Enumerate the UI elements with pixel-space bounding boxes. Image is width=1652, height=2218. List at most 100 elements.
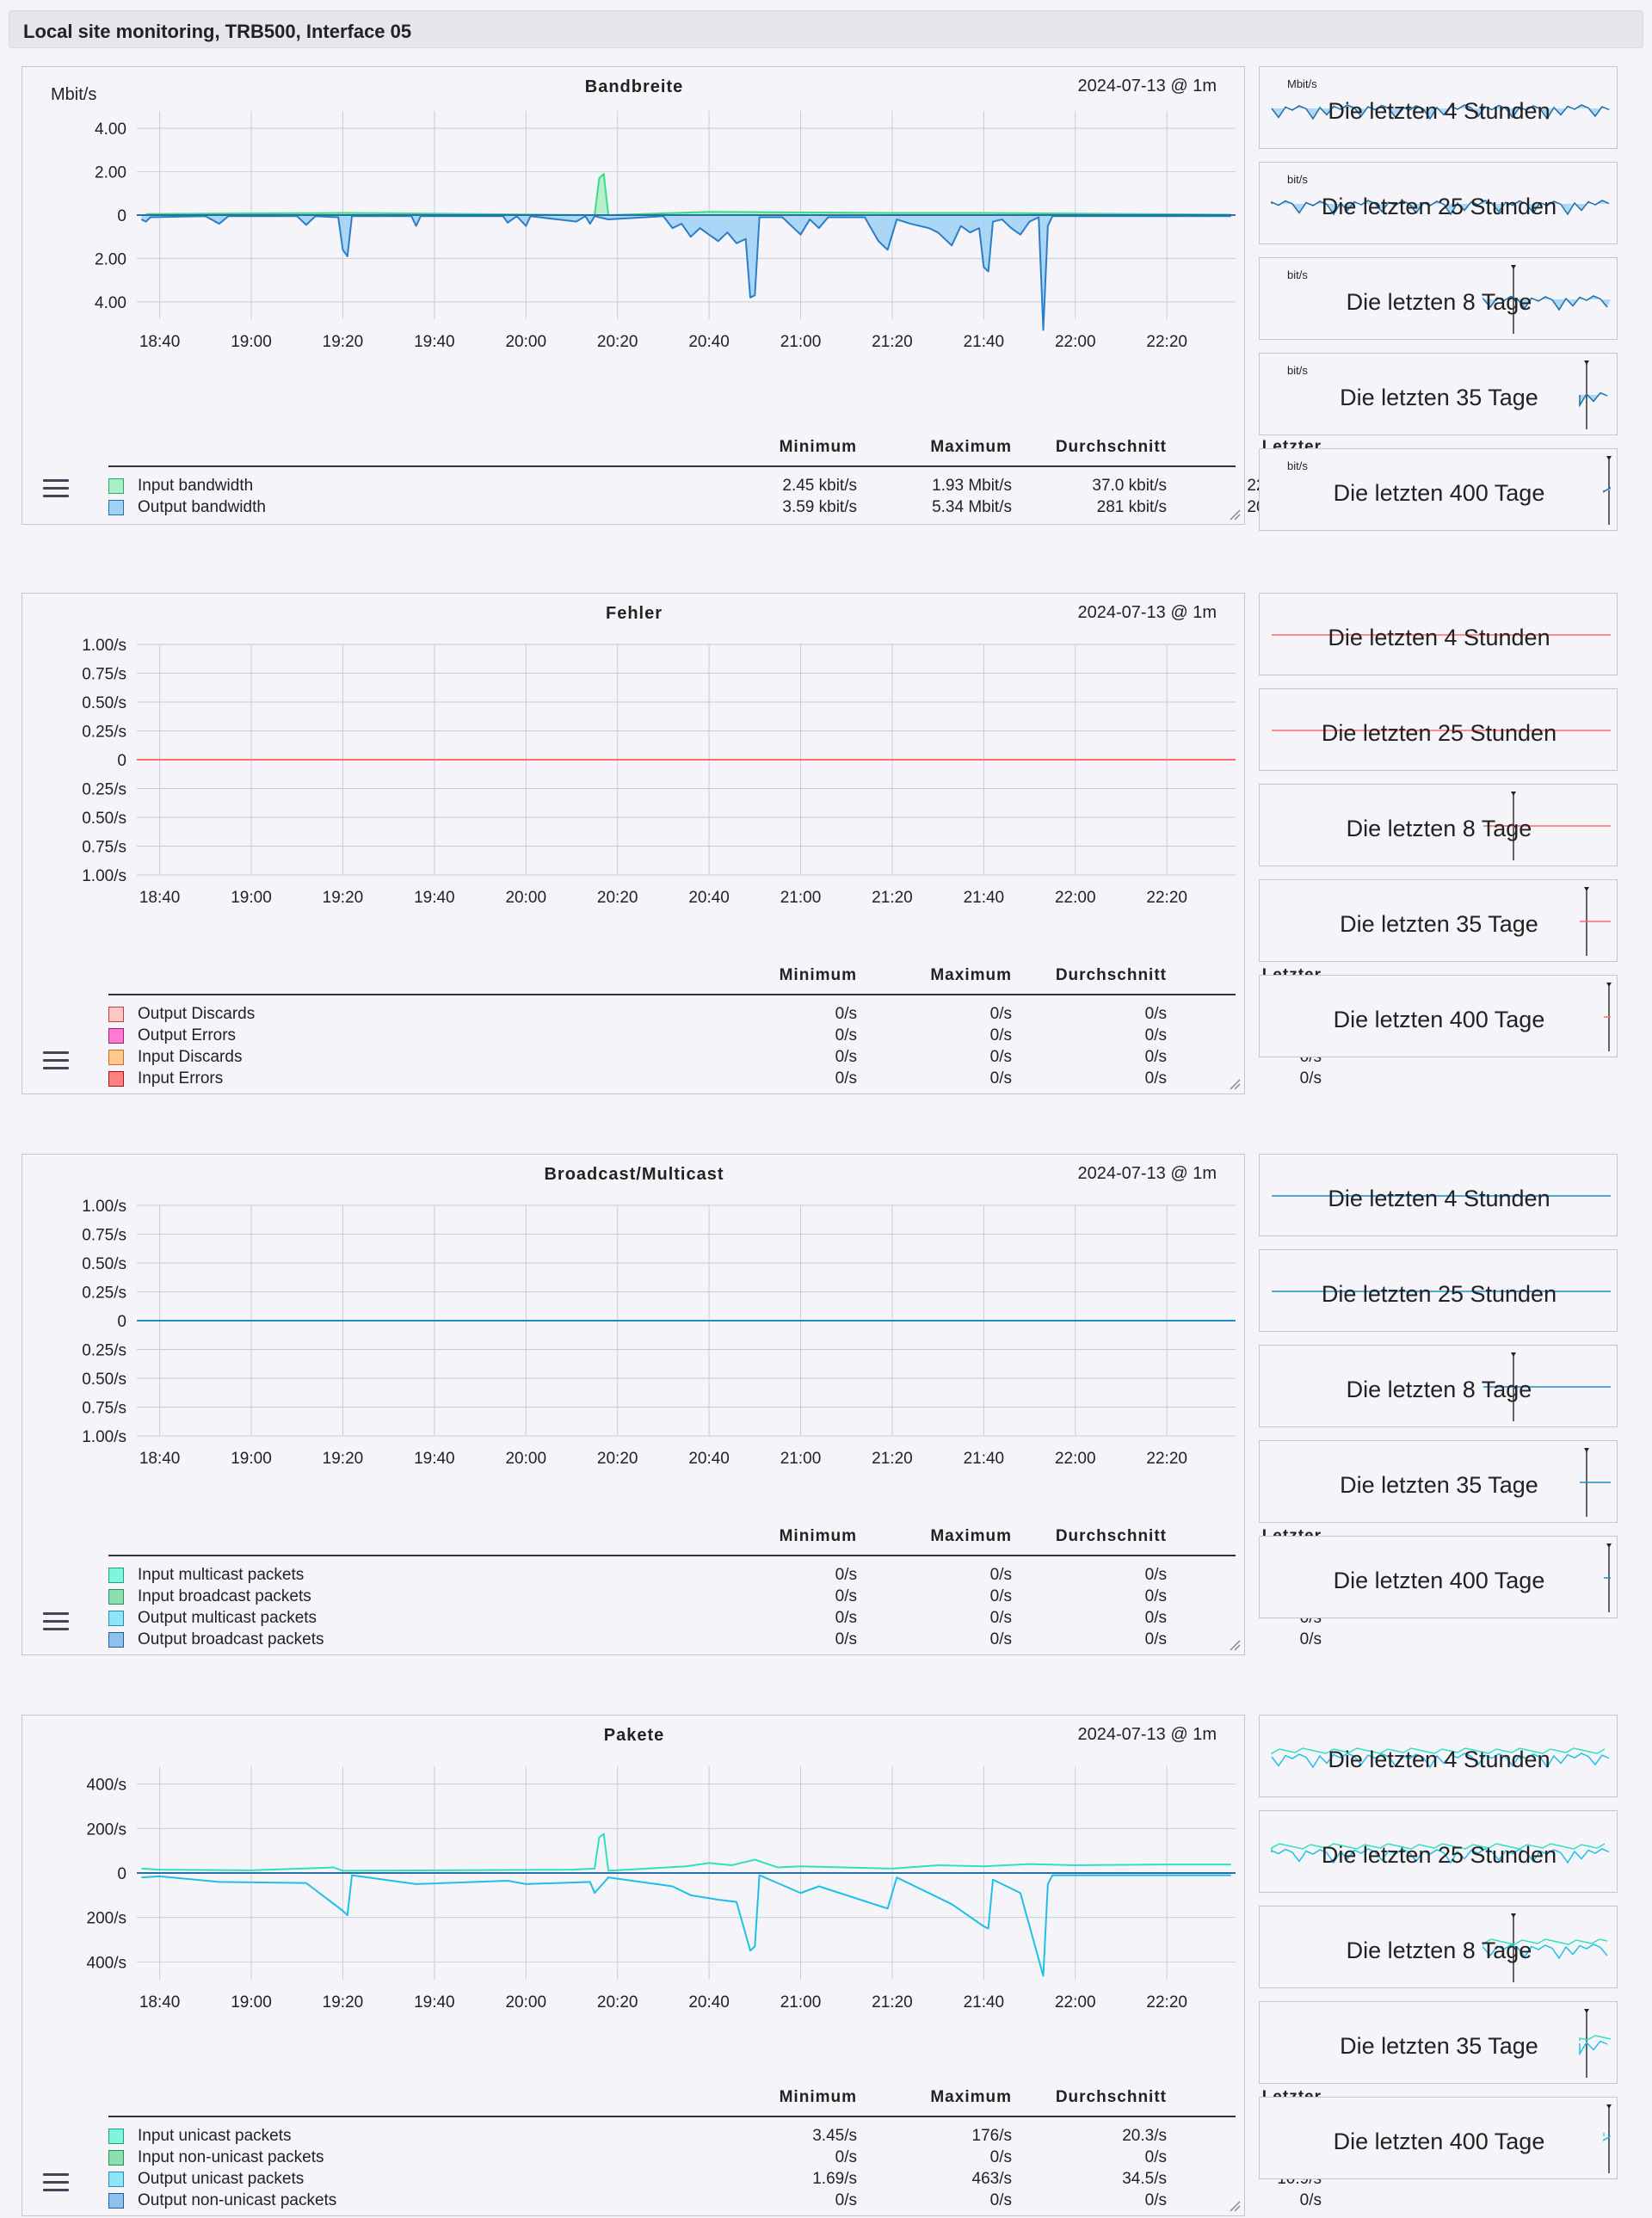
graph-title: Pakete: [603, 1726, 665, 1745]
legend-series-name: Output broadcast packets: [138, 1630, 324, 1648]
plot-broadcast: 1.00/s 0.75/s 0.50/s 0.25/s 0 0.25/s 0.50/s 0.7…: [82, 1198, 1236, 1468]
legend-value-max: 0/s: [989, 1630, 1012, 1648]
legend-swatch: [108, 478, 124, 494]
graph-title: Fehler: [605, 604, 663, 623]
menu-icon[interactable]: [43, 1612, 69, 1633]
y-tick-label: 0.25/s: [82, 1342, 126, 1360]
page-header: Local site monitoring, TRB500, Interface…: [9, 10, 1643, 48]
legend-value-max: 176/s: [971, 2127, 1012, 2145]
legend-series-name: Input non-unicast packets: [138, 2148, 324, 2166]
legend-value-max: 5.34 Mbit/s: [932, 498, 1012, 516]
thumbnail-bandwidth-0[interactable]: Mbit/s Die letzten 4 Stunden: [1259, 66, 1618, 149]
thumbnail-sparkline: [1603, 456, 1612, 525]
legend-value-max: 0/s: [989, 1048, 1012, 1066]
menu-icon[interactable]: [43, 1051, 69, 1072]
legend-value-min: 0/s: [835, 1587, 857, 1605]
resize-handle-icon[interactable]: [1227, 507, 1241, 521]
menu-icon[interactable]: [43, 2173, 69, 2194]
legend-series-name: Input Errors: [138, 1069, 224, 1087]
thumbnail-errors-2[interactable]: Die letzten 8 Tage: [1259, 784, 1618, 866]
x-tick-label: 19:00: [231, 889, 272, 907]
x-tick-label: 21:20: [872, 889, 913, 907]
y-tick-label: 2.00: [95, 164, 126, 182]
x-tick-label: 21:00: [780, 1993, 822, 2012]
legend-swatch: [108, 1568, 124, 1583]
legend-row[interactable]: Output unicast packets1.69/s463/s34.5/s1…: [108, 2169, 1322, 2190]
legend-header-min: Minimum: [779, 438, 857, 456]
y-tick-label: 1.00/s: [82, 1428, 126, 1446]
legend-series-name: Output bandwidth: [138, 498, 266, 516]
menu-icon[interactable]: [43, 479, 69, 500]
thumbnail-errors-1[interactable]: Die letzten 25 Stunden: [1259, 688, 1618, 771]
thumbnail-errors-4[interactable]: Die letzten 400 Tage: [1259, 975, 1618, 1057]
x-tick-label: 19:40: [414, 1450, 455, 1468]
legend-swatch: [108, 1632, 124, 1648]
legend-swatch: [108, 1050, 124, 1065]
thumbnail-broadcast-4[interactable]: Die letzten 400 Tage: [1259, 1536, 1618, 1618]
legend-row[interactable]: Output broadcast packets 0/s 0/s 0/s 0/s: [108, 1630, 1322, 1650]
x-tick-label: 18:40: [139, 1450, 181, 1468]
thumbnail-sparkline: [1580, 1448, 1611, 1517]
thumbnail-broadcast-0[interactable]: Die letzten 4 Stunden: [1259, 1154, 1618, 1236]
y-tick-label: 0.50/s: [82, 1371, 126, 1389]
thumbnail-errors-3[interactable]: Die letzten 35 Tage: [1259, 879, 1618, 962]
thumbnail-packets-3[interactable]: Die letzten 35 Tage: [1259, 2001, 1618, 2084]
x-tick-label: 20:40: [688, 333, 730, 351]
legend-value-max: 0/s: [989, 1005, 1012, 1023]
legend-value-max: 0/s: [989, 1026, 1012, 1044]
thumbnail-sparkline: [1272, 1195, 1611, 1197]
legend-row[interactable]: Output non-unicast packets 0/s 0/s 0/s 0/s: [108, 2190, 1322, 2211]
thumbnail-packets-2[interactable]: Die letzten 8 Tage: [1259, 1906, 1618, 1988]
legend-value-min: 2.45 kbit/s: [782, 477, 857, 495]
legend-value-last: 0/s: [1299, 2191, 1322, 2209]
resize-handle-icon[interactable]: [1227, 1637, 1241, 1651]
y-tick-label: 1.00/s: [82, 637, 126, 655]
thumbnail-packets-4[interactable]: Die letzten 400 Tage: [1259, 2097, 1618, 2179]
legend-value-max: 0/s: [989, 1587, 1012, 1605]
legend-row[interactable]: Input bandwidth 2.45 kbit/s 1.93 Mbit/s 37.…: [108, 476, 1322, 496]
thumbnail-packets-1[interactable]: Die letzten 25 Stunden: [1259, 1810, 1618, 1893]
thumbnail-bandwidth-2[interactable]: bit/s Die letzten 8 Tage: [1259, 257, 1618, 340]
resize-handle-icon[interactable]: [1227, 2198, 1241, 2212]
thumbnail-unit: Mbit/s: [1287, 77, 1317, 90]
resize-handle-icon[interactable]: [1227, 1076, 1241, 1090]
thumbnail-packets-0[interactable]: Die letzten 4 Stunden: [1259, 1715, 1618, 1797]
thumbnail-broadcast-3[interactable]: Die letzten 35 Tage: [1259, 1440, 1618, 1523]
thumbnail-sparkline: [1604, 1543, 1612, 1612]
graph-date: 2024-07-13 @ 1m: [1077, 77, 1217, 95]
thumbnail-bandwidth-4[interactable]: bit/s Die letzten 400 Tage: [1259, 448, 1618, 531]
legend-value-avg: 281 kbit/s: [1096, 498, 1167, 516]
thumbnail-label: Die letzten 35 Tage: [1340, 911, 1538, 937]
y-tick-label: 0.75/s: [82, 839, 126, 857]
thumbnail-label: Die letzten 25 Stunden: [1321, 194, 1557, 219]
legend-value-avg: 37.0 kbit/s: [1092, 477, 1167, 495]
x-tick-label: 21:40: [964, 1450, 1005, 1468]
legend-value-avg: 34.5/s: [1122, 2170, 1167, 2188]
x-tick-label: 21:40: [964, 333, 1005, 351]
thumbnail-errors-0[interactable]: Die letzten 4 Stunden: [1259, 593, 1618, 675]
thumbnail-bandwidth-3[interactable]: bit/s Die letzten 35 Tage: [1259, 353, 1618, 435]
legend-row[interactable]: Input unicast packets3.45/s176/s20.3/s37…: [108, 2126, 1322, 2147]
x-tick-label: 22:00: [1055, 333, 1096, 351]
x-tick-label: 19:20: [323, 889, 364, 907]
x-tick-label: 21:40: [964, 889, 1005, 907]
legend-row[interactable]: Input Errors 0/s 0/s 0/s 0/s: [108, 1069, 1322, 1089]
legend-row[interactable]: Output bandwidth 3.59 kbit/s 5.34 Mbit/s 28…: [108, 497, 1322, 518]
thumbnail-broadcast-2[interactable]: Die letzten 8 Tage: [1259, 1345, 1618, 1427]
thumbnail-broadcast-1[interactable]: Die letzten 25 Stunden: [1259, 1249, 1618, 1332]
legend-series-name: Output Discards: [138, 1005, 256, 1023]
y-tick-label: 4.00: [95, 120, 126, 139]
legend-header-max: Maximum: [930, 2088, 1012, 2106]
legend-swatch: [108, 1007, 124, 1022]
thumbnail-bandwidth-1[interactable]: bit/s Die letzten 25 Stunden: [1259, 162, 1618, 244]
legend-value-min: 0/s: [835, 1005, 857, 1023]
thumbnail-sparkline: [1271, 1747, 1610, 1769]
y-tick-label: 0: [117, 207, 126, 225]
